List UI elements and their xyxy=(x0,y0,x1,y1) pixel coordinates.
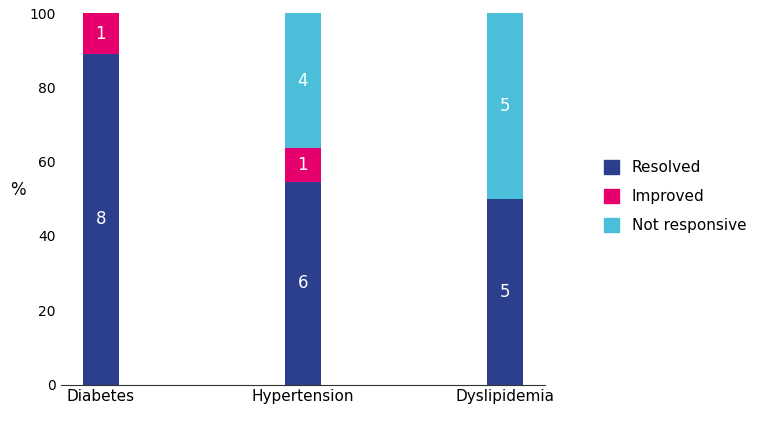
Bar xyxy=(285,148,321,182)
Text: 6: 6 xyxy=(298,274,308,292)
Bar xyxy=(285,182,321,385)
Text: 8: 8 xyxy=(95,211,106,229)
Text: 1: 1 xyxy=(95,25,106,43)
Y-axis label: %: % xyxy=(11,181,26,199)
Legend: Resolved, Improved, Not responsive: Resolved, Improved, Not responsive xyxy=(598,154,752,239)
Text: 5: 5 xyxy=(500,97,510,115)
Text: 4: 4 xyxy=(298,72,308,90)
Text: 1: 1 xyxy=(298,156,308,174)
Text: 5: 5 xyxy=(500,283,510,301)
Bar xyxy=(83,54,119,385)
Bar xyxy=(83,13,119,54)
Bar xyxy=(285,13,321,148)
Bar xyxy=(487,13,523,199)
Bar xyxy=(487,199,523,385)
